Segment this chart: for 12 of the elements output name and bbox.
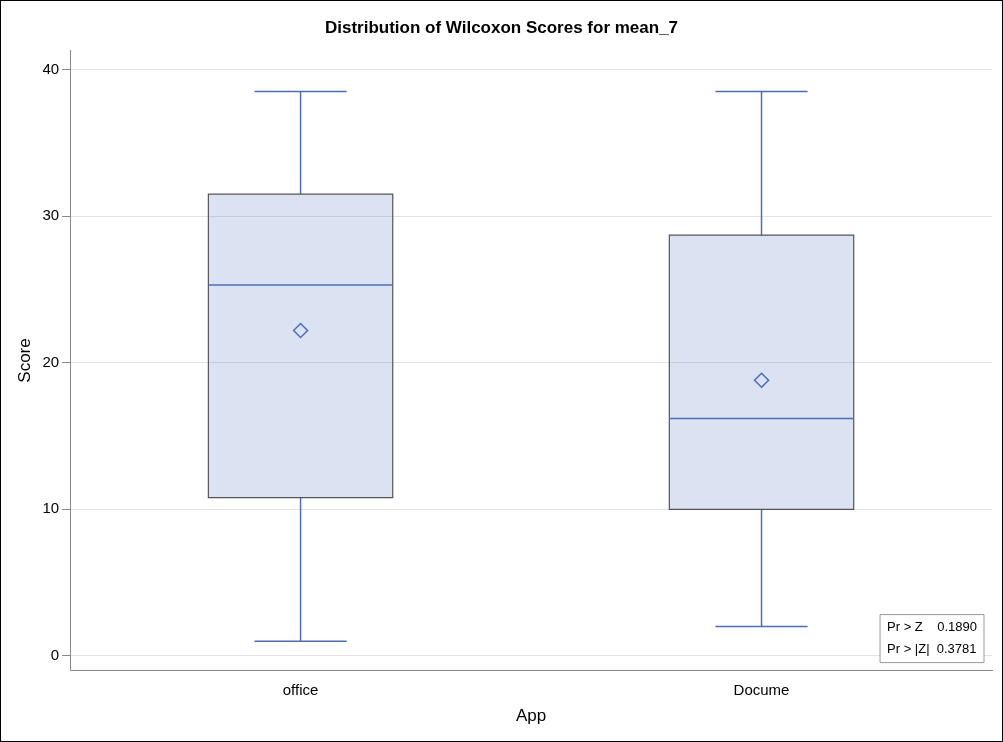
chart-title: Distribution of Wilcoxon Scores for mean_7 (324, 17, 679, 37)
y-tick-label: 40 (42, 59, 60, 77)
y-tick-label: 0 (50, 646, 60, 664)
x-axis-title: App (515, 706, 547, 726)
annotation: Pr > Z 0.1890 (887, 619, 977, 635)
x-tick-label: Docume (733, 680, 790, 698)
y-axis-title: Score (14, 338, 34, 383)
y-tick-label: 10 (42, 499, 60, 517)
y-tick-label: 30 (42, 206, 60, 224)
annotation: Pr > |Z| 0.3781 (887, 641, 977, 657)
x-tick-label: office (282, 680, 319, 698)
y-tick-label: 20 (42, 352, 60, 370)
